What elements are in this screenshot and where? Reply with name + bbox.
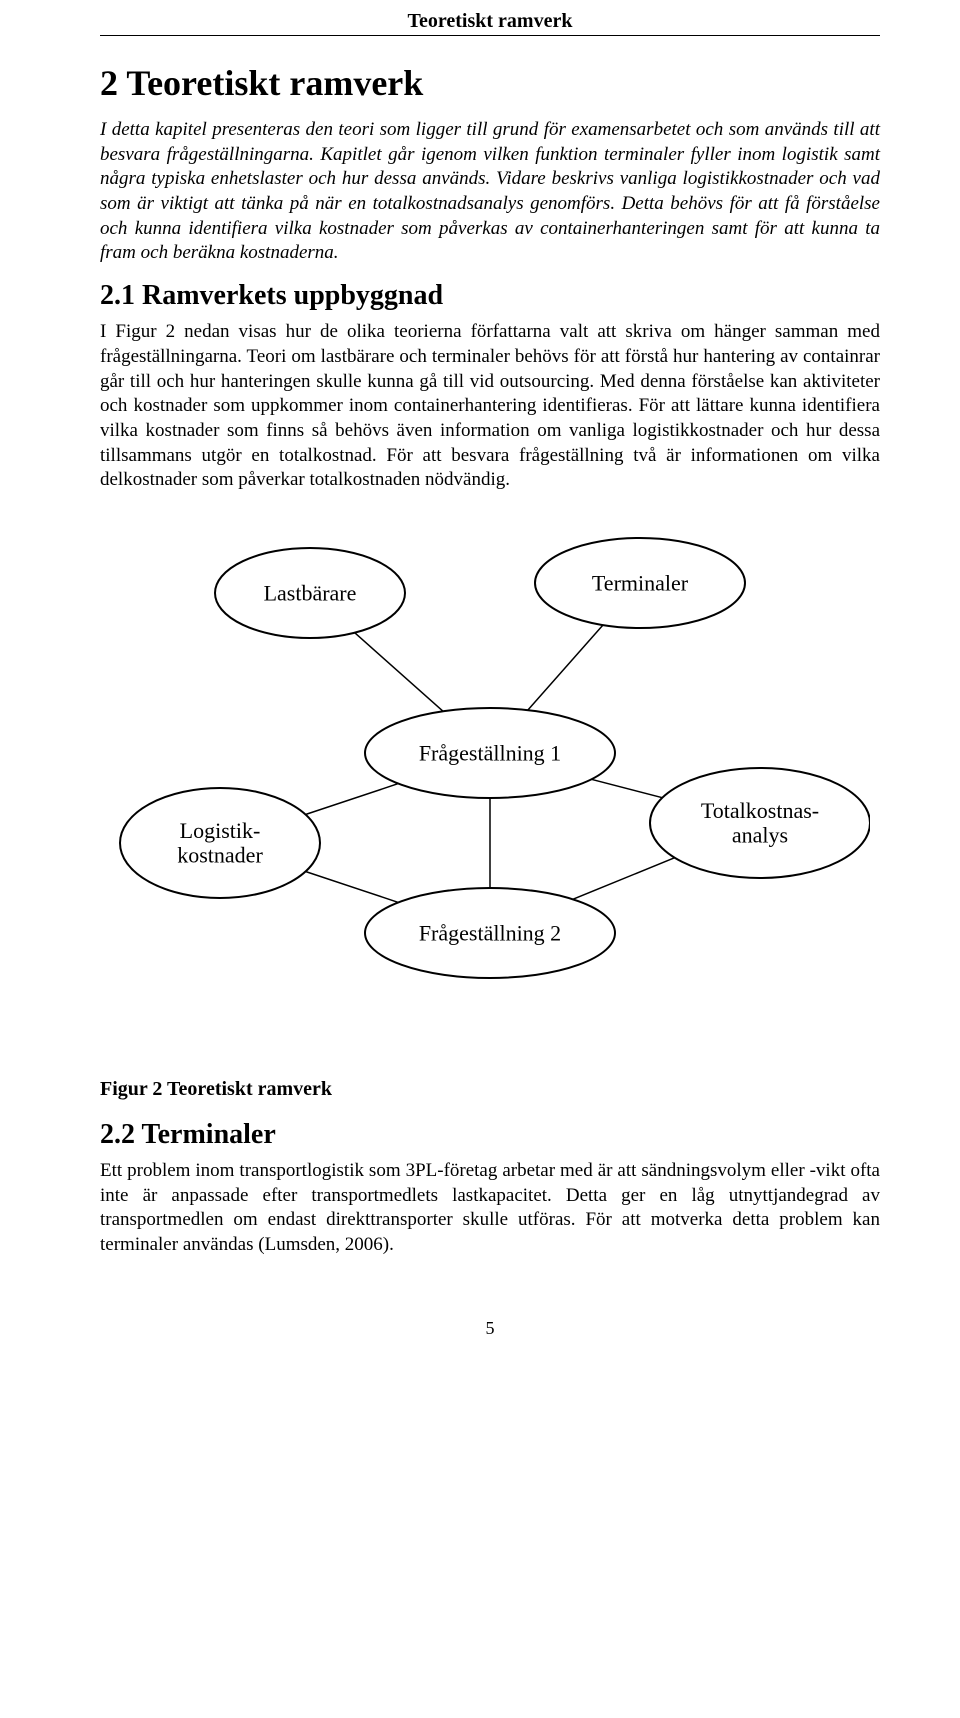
svg-text:Frågeställning 1: Frågeställning 1: [419, 740, 561, 765]
section-22-title: Terminaler: [142, 1119, 276, 1150]
diagram-node-total: Totalkostnas-analys: [650, 768, 870, 878]
diagram-node-terminaler: Terminaler: [535, 538, 745, 628]
running-header: Teoretiskt ramverk: [100, 0, 880, 36]
section-22-heading: 2.2 Terminaler: [100, 1119, 880, 1151]
framework-diagram: Lastbärare Terminaler Frågeställning 1 Logi…: [110, 523, 870, 1023]
diagram-node-lastbarare: Lastbärare: [215, 548, 405, 638]
svg-text:Logistik-kostnader: Logistik-kostnader: [177, 818, 263, 867]
diagram-edge: [306, 784, 399, 815]
diagram-container: Lastbärare Terminaler Frågeställning 1 Logi…: [100, 523, 880, 1028]
section-21-number: 2.1: [100, 280, 135, 311]
diagram-edge: [591, 779, 662, 797]
diagram-node-fraga2: Frågeställning 2: [365, 888, 615, 978]
intro-paragraph: I detta kapitel presenteras den teori so…: [100, 118, 880, 266]
page: Teoretiskt ramverk 2 Teoretiskt ramverk …: [0, 0, 960, 1379]
chapter-heading: 2 Teoretiskt ramverk: [100, 62, 880, 104]
section-21-body: I Figur 2 nedan visas hur de olika teori…: [100, 320, 880, 493]
svg-text:Terminaler: Terminaler: [592, 570, 689, 595]
diagram-node-logistik: Logistik-kostnader: [120, 788, 320, 898]
diagram-edge: [573, 858, 675, 900]
chapter-title: Teoretiskt ramverk: [126, 63, 423, 103]
chapter-number: 2: [100, 63, 118, 103]
section-22-number: 2.2: [100, 1119, 135, 1150]
diagram-edge: [355, 633, 443, 712]
page-number: 5: [100, 1318, 880, 1339]
svg-text:Frågeställning 2: Frågeställning 2: [419, 920, 561, 945]
section-21-heading: 2.1 Ramverkets uppbyggnad: [100, 280, 880, 312]
section-22-body: Ett problem inom transportlogistik som 3…: [100, 1159, 880, 1258]
section-21-title: Ramverkets uppbyggnad: [142, 280, 443, 311]
svg-text:Lastbärare: Lastbärare: [264, 580, 357, 605]
diagram-edge: [528, 625, 603, 710]
diagram-edge: [306, 871, 399, 902]
figure-caption: Figur 2 Teoretiskt ramverk: [100, 1078, 880, 1101]
diagram-node-fraga1: Frågeställning 1: [365, 708, 615, 798]
